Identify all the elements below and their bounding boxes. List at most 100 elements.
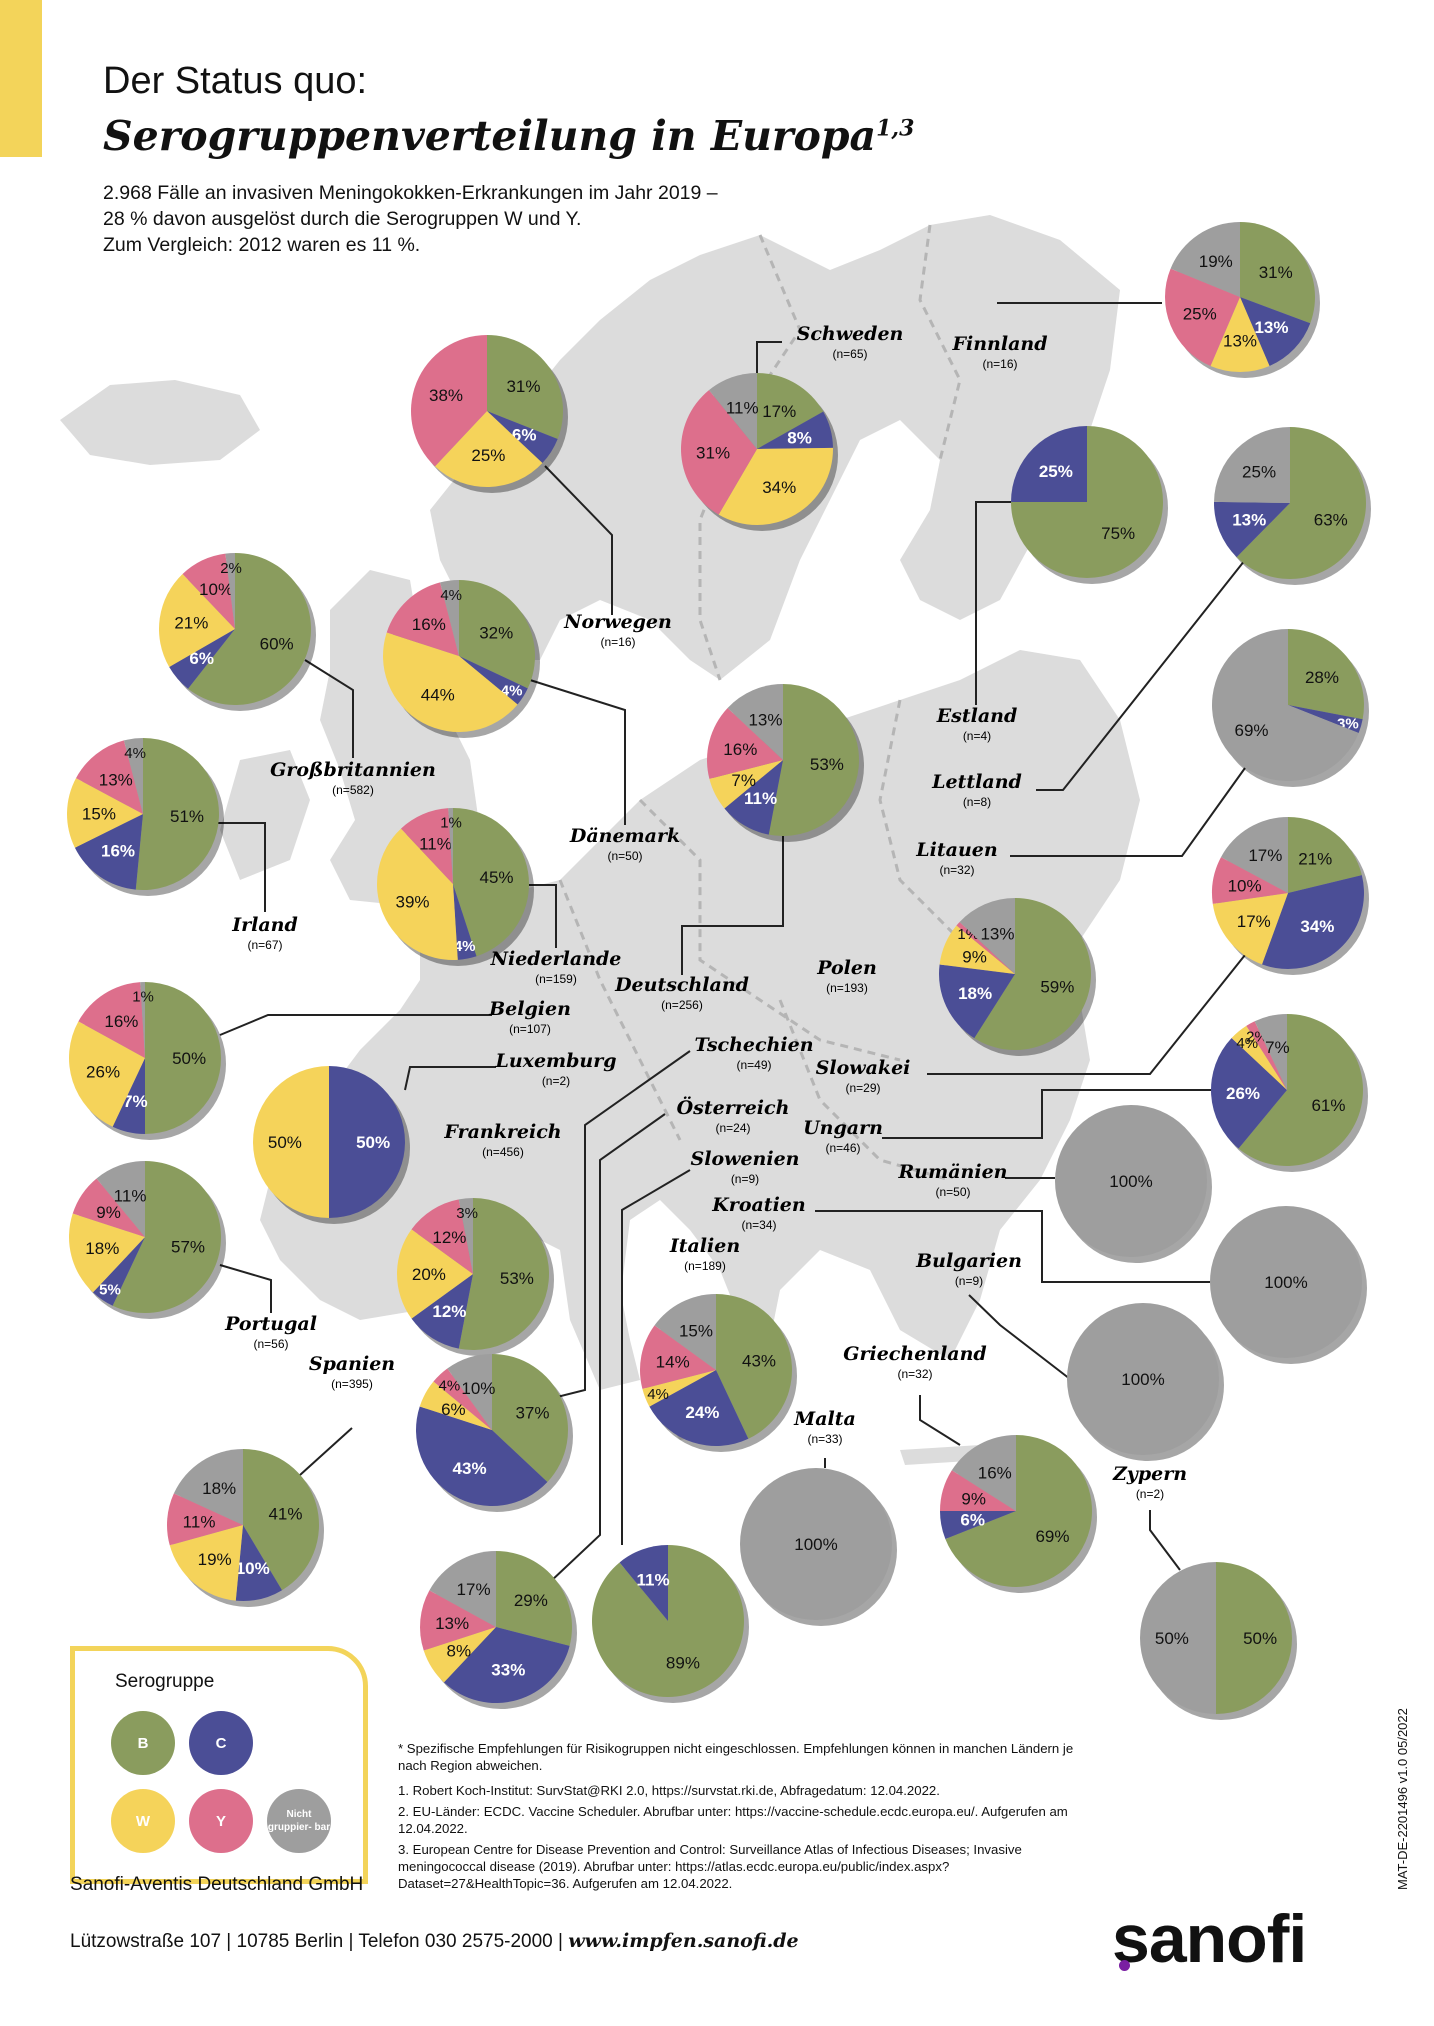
- pie-oesterreich: 29% 33% 8% 13% 17%: [420, 1551, 577, 1709]
- pie-slice-y: [182, 553, 235, 629]
- pie-slice-b: [757, 373, 824, 449]
- legend-item-b: B: [111, 1711, 175, 1775]
- pie-value-label: 1%: [132, 989, 154, 1006]
- pie-slowenien: 89% 11%: [592, 1545, 749, 1703]
- pie-value-label: 31%: [1259, 263, 1293, 282]
- pie-slice-b: [1216, 1562, 1292, 1714]
- legend-item-y: Y: [189, 1789, 253, 1853]
- pie-value-label: 31%: [506, 377, 540, 396]
- pie-value-label: 100%: [1264, 1273, 1307, 1292]
- country-count: (n=159): [535, 972, 577, 986]
- pie-griechenland: 69% 6%9% 16%: [940, 1435, 1097, 1593]
- pie-slice-y: [78, 982, 145, 1058]
- pie-slice-w: [939, 925, 1015, 974]
- pie-value-label: 57%: [171, 1238, 205, 1257]
- pie-value-label: 6%: [189, 649, 214, 668]
- connector-line: [544, 465, 613, 615]
- pie-slice-n: [458, 1198, 473, 1274]
- pie-slice-w: [159, 573, 235, 667]
- country-name-slowenien: Slowenien: [691, 1148, 800, 1170]
- pie-slice-c: [757, 411, 833, 449]
- country-count: (n=24): [715, 1121, 750, 1135]
- pie-slice-n: [123, 738, 143, 814]
- intro-text: 2.968 Fälle an invasiven Meningokokken-E…: [103, 180, 718, 258]
- country-name-tschechien: Tschechien: [694, 1034, 813, 1056]
- connector-line: [927, 954, 1246, 1075]
- pie-value-label: 4%: [454, 938, 476, 955]
- connector-line: [882, 1089, 1211, 1139]
- pie-niederlande: 45% 4% 39% 11% 1%: [377, 808, 534, 966]
- pie-value-label: 100%: [794, 1535, 837, 1554]
- pie-value-label: 100%: [1121, 1370, 1164, 1389]
- pie-slice-y: [433, 1368, 492, 1430]
- pie-slice-w: [423, 1627, 496, 1683]
- country-name-rumaenien: Rumänien: [898, 1161, 1008, 1183]
- pie-portugal: 57% 5% 18% 9%11%: [68, 1161, 226, 1319]
- connector-line: [549, 1113, 666, 1583]
- pie-value-label: 26%: [86, 1063, 120, 1082]
- pie-value-label: 25%: [1242, 463, 1276, 482]
- country-count: (n=56): [253, 1337, 288, 1351]
- pie-value-label: 2%: [220, 560, 242, 577]
- pie-slice-n: [173, 1449, 243, 1525]
- footnote-1: 1. Robert Koch-Institut: SurvStat@RKI 2.…: [398, 1783, 940, 1798]
- pie-value-label: 10%: [461, 1379, 495, 1398]
- pie-value-label: 13%: [435, 1614, 469, 1633]
- pie-value-label: 11%: [114, 1187, 147, 1206]
- pie-slice-n: [1254, 1014, 1287, 1090]
- connector-line: [304, 659, 354, 758]
- connector-line: [997, 302, 1162, 304]
- pie-slice-n: [654, 1294, 716, 1370]
- connector-line: [404, 1066, 496, 1091]
- pie-slice-b: [1238, 1014, 1363, 1166]
- pie-value-label: 15%: [82, 804, 116, 823]
- pie-value-label: 89%: [666, 1653, 700, 1672]
- pie-slice-c: [74, 814, 143, 890]
- page-title: Der Status quo:: [103, 60, 368, 102]
- pie-value-label: 17%: [1237, 912, 1271, 931]
- connector-line: [621, 1169, 691, 1545]
- pie-litauen: 28%3%69%: [1211, 629, 1369, 787]
- pie-value-label: 13%: [99, 770, 133, 789]
- pie-slice-b: [945, 1435, 1093, 1587]
- pie-value-label: 31%: [696, 443, 730, 462]
- country-count: (n=16): [982, 357, 1017, 371]
- pie-slice-n: [1140, 1562, 1216, 1714]
- pie-value-label: 14%: [656, 1353, 690, 1372]
- pie-slice-y: [681, 390, 757, 515]
- pie-value-label: 10%: [236, 1559, 270, 1578]
- pie-value-label: 17%: [762, 402, 796, 421]
- pie-slice-w: [434, 411, 543, 488]
- connector-line: [681, 836, 784, 975]
- legend-item-w: W: [111, 1789, 175, 1853]
- pie-value-label: 60%: [260, 634, 294, 653]
- country-count: (n=32): [897, 1367, 932, 1381]
- pie-slice-n: [1055, 1105, 1207, 1257]
- country-name-frankreich: Frankreich: [443, 1121, 561, 1143]
- footnote-3: 3. European Centre for Disease Preventio…: [398, 1842, 1022, 1891]
- pie-grossbritannien: 60% 6% 21% 10% 2%: [159, 553, 316, 711]
- country-name-malta: Malta: [793, 1408, 856, 1430]
- pie-value-label: 38%: [429, 386, 463, 405]
- country-count: (n=46): [825, 1141, 860, 1155]
- pie-slice-c: [453, 884, 477, 960]
- company-name: Sanofi-Aventis Deutschland GmbH: [70, 1874, 364, 1895]
- footnote-star: * Spezifische Empfehlungen für Risikogru…: [398, 1741, 1074, 1773]
- country-count: (n=2): [542, 1074, 570, 1088]
- country-count: (n=189): [684, 1259, 726, 1273]
- country-count: (n=33): [807, 1432, 842, 1446]
- pie-value-label: 44%: [421, 686, 455, 705]
- connector-line: [529, 679, 626, 825]
- pie-value-label: 21%: [174, 614, 208, 633]
- pie-slice-n: [447, 1354, 492, 1430]
- pie-value-label: 53%: [500, 1269, 534, 1288]
- pie-value-label: 59%: [1040, 977, 1074, 996]
- pie-value-label: 11%: [726, 398, 759, 417]
- pie-slice-n: [440, 580, 459, 656]
- pie-value-label: 18%: [202, 1479, 236, 1498]
- pie-value-label: 7%: [123, 1092, 148, 1111]
- pie-value-label: 13%: [1254, 318, 1288, 337]
- website-link[interactable]: www.impfen.sanofi.de: [568, 1930, 799, 1952]
- pie-luxemburg: 50% 50%: [253, 1066, 410, 1224]
